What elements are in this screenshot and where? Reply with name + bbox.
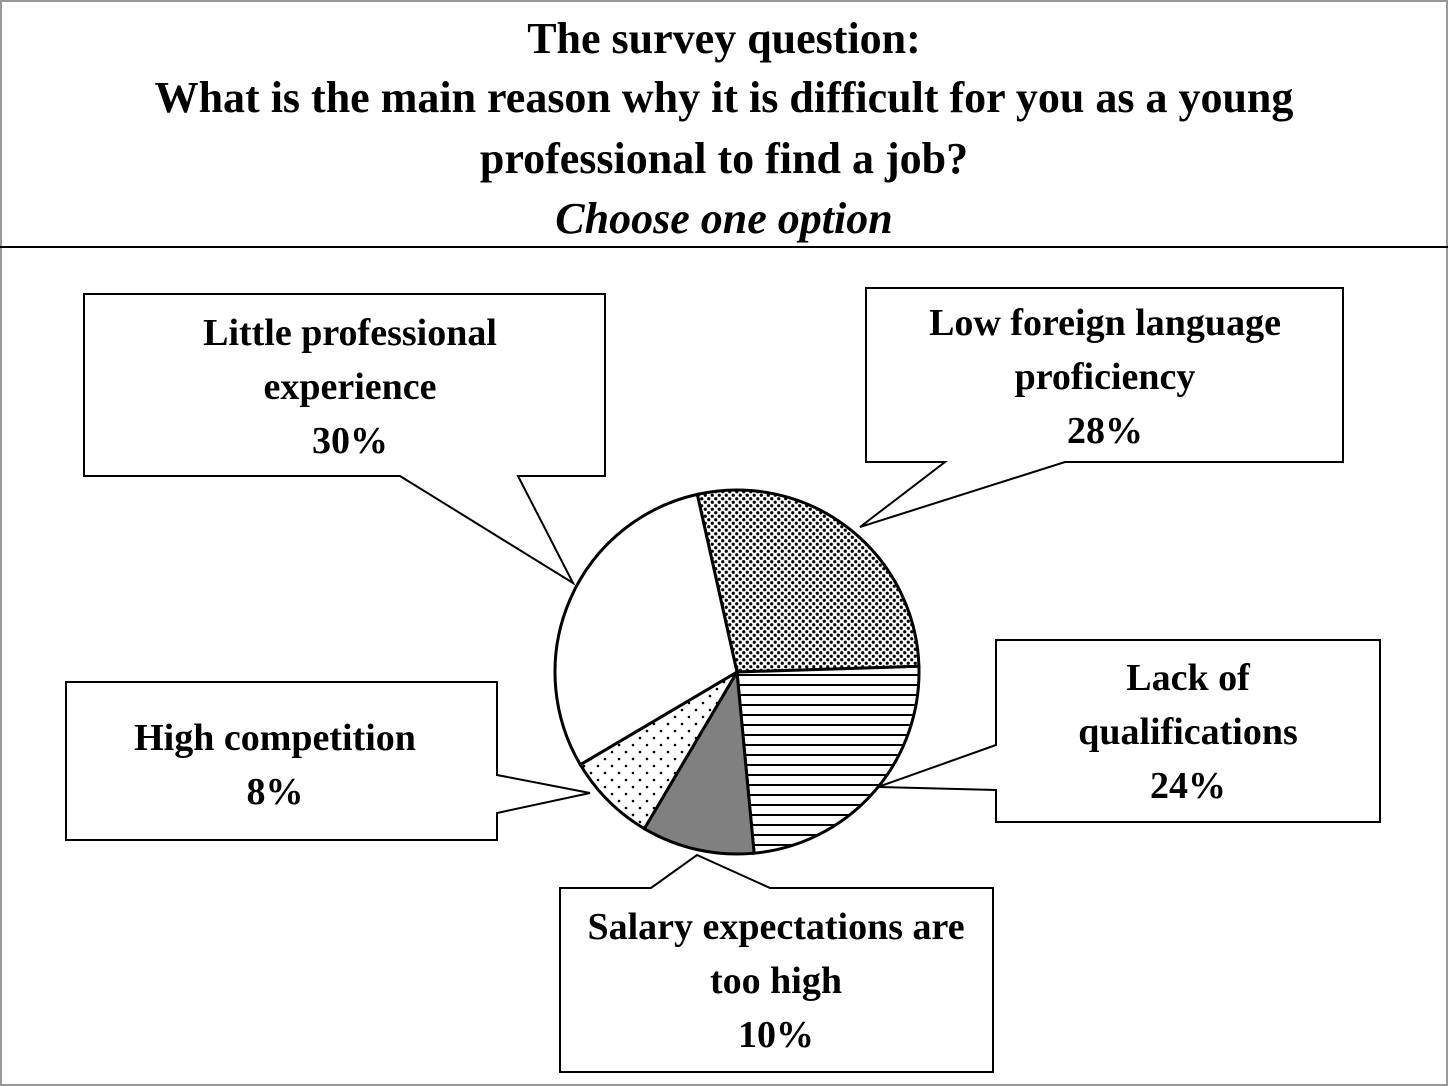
chart-title: The survey question:	[527, 14, 921, 63]
callout-box	[877, 639, 1381, 823]
value-label: 8%	[246, 771, 304, 813]
chart-note: Choose one option	[555, 194, 893, 243]
pie-slice	[695, 488, 921, 674]
callout-box	[559, 853, 994, 1073]
callout-box	[83, 293, 606, 586]
category-label: Lack of qualifications	[1078, 657, 1298, 753]
callout-box	[65, 681, 591, 841]
pie-slice	[642, 667, 756, 856]
callout-box	[859, 287, 1344, 528]
value-label: 10%	[738, 1014, 814, 1056]
pie-slice	[735, 664, 921, 855]
category-label: Low foreign language proficiency	[929, 302, 1281, 398]
value-label: 24%	[1150, 765, 1226, 807]
category-label: Little professional experience	[203, 312, 497, 408]
pie-slice	[553, 492, 739, 767]
chart-subtitle: What is the main reason why it is diffic…	[154, 73, 1294, 183]
value-label: 30%	[312, 420, 388, 462]
category-label: Salary expectations are too high	[587, 906, 965, 1002]
value-label: 28%	[1067, 410, 1143, 452]
pie-slice	[578, 670, 739, 831]
category-label: High competition	[134, 717, 416, 759]
